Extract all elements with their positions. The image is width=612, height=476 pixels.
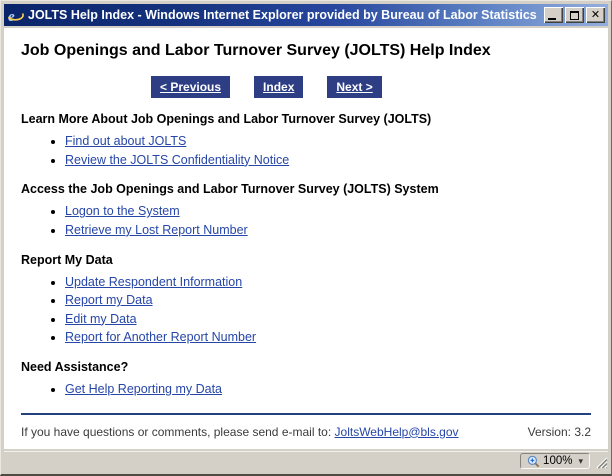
zoom-control[interactable]: 100% ▾: [520, 453, 590, 469]
window-controls: ✕: [542, 7, 605, 23]
email-link[interactable]: JoltsWebHelp@bls.gov: [334, 424, 459, 439]
list-item: Edit my Data: [65, 312, 591, 328]
section-heading-report-my-data: Report My Data: [21, 252, 113, 267]
list-item: Find out about JOLTS: [65, 134, 591, 150]
status-bar: 100% ▾: [4, 451, 608, 471]
close-button[interactable]: ✕: [586, 7, 605, 23]
svg-text:e: e: [8, 9, 15, 24]
list-item: Report for Another Report Number: [65, 330, 591, 346]
link-report-my-data[interactable]: Report my Data: [65, 293, 153, 308]
link-edit-my-data[interactable]: Edit my Data: [65, 311, 137, 326]
internet-explorer-icon: e: [7, 7, 24, 25]
previous-button[interactable]: < Previous: [151, 76, 231, 98]
section-links-need-assistance: Get Help Reporting my Data: [48, 382, 591, 398]
link-confidentiality-notice[interactable]: Review the JOLTS Confidentiality Notice: [65, 152, 290, 167]
nav-buttons: < Previous Index Next >: [151, 76, 591, 98]
section-heading-learn-more: Learn More About Job Openings and Labor …: [21, 112, 432, 126]
link-logon-system[interactable]: Logon to the System: [65, 204, 180, 219]
section-links-access-system: Logon to the System Retrieve my Lost Rep…: [48, 204, 591, 238]
next-button[interactable]: Next >: [327, 76, 382, 98]
page-title: Job Openings and Labor Turnover Survey (…: [21, 42, 491, 59]
list-item: Update Respondent Information: [65, 275, 591, 291]
footer-divider: [21, 412, 591, 415]
page-client-area: Job Openings and Labor Turnover Survey (…: [4, 28, 608, 449]
maximize-icon: [570, 10, 579, 20]
maximize-button[interactable]: [565, 7, 584, 23]
link-retrieve-lost-report-number[interactable]: Retrieve my Lost Report Number: [65, 222, 248, 237]
link-get-help-reporting[interactable]: Get Help Reporting my Data: [65, 382, 223, 396]
link-update-respondent-info[interactable]: Update Respondent Information: [65, 274, 243, 289]
zoom-magnifier-icon: [527, 455, 540, 467]
close-icon: ✕: [590, 8, 601, 21]
index-button[interactable]: Index: [254, 76, 304, 98]
list-item: Review the JOLTS Confidentiality Notice: [65, 153, 591, 169]
section-heading-need-assistance: Need Assistance?: [21, 360, 129, 374]
footer-contact-text: If you have questions or comments, pleas…: [21, 425, 459, 439]
resize-grip-icon[interactable]: [593, 454, 607, 469]
link-report-another-number[interactable]: Report for Another Report Number: [65, 330, 257, 345]
minimize-icon: [548, 18, 556, 20]
section-links-learn-more: Find out about JOLTS Review the JOLTS Co…: [48, 134, 591, 168]
footer-text: If you have questions or comments, pleas…: [21, 424, 332, 439]
window-title: JOLTS Help Index - Windows Internet Expl…: [28, 8, 537, 22]
list-item: Retrieve my Lost Report Number: [65, 223, 591, 239]
section-links-report-my-data: Update Respondent Information Report my …: [48, 275, 591, 347]
minimize-button[interactable]: [544, 7, 563, 23]
section-heading-access-system: Access the Job Openings and Labor Turnov…: [21, 182, 439, 197]
version-label: Version: 3.2: [527, 424, 591, 439]
page-footer: If you have questions or comments, pleas…: [21, 425, 591, 447]
zoom-dropdown-caret-icon: ▾: [578, 455, 583, 466]
list-item: Logon to the System: [65, 204, 591, 220]
link-find-out-about-jolts[interactable]: Find out about JOLTS: [65, 134, 187, 148]
list-item: Report my Data: [65, 293, 591, 309]
page-content: Job Openings and Labor Turnover Survey (…: [4, 28, 608, 447]
title-bar[interactable]: e JOLTS Help Index - Windows Internet Ex…: [4, 4, 608, 26]
zoom-level-label: 100%: [543, 455, 573, 467]
list-item: Get Help Reporting my Data: [65, 382, 591, 398]
